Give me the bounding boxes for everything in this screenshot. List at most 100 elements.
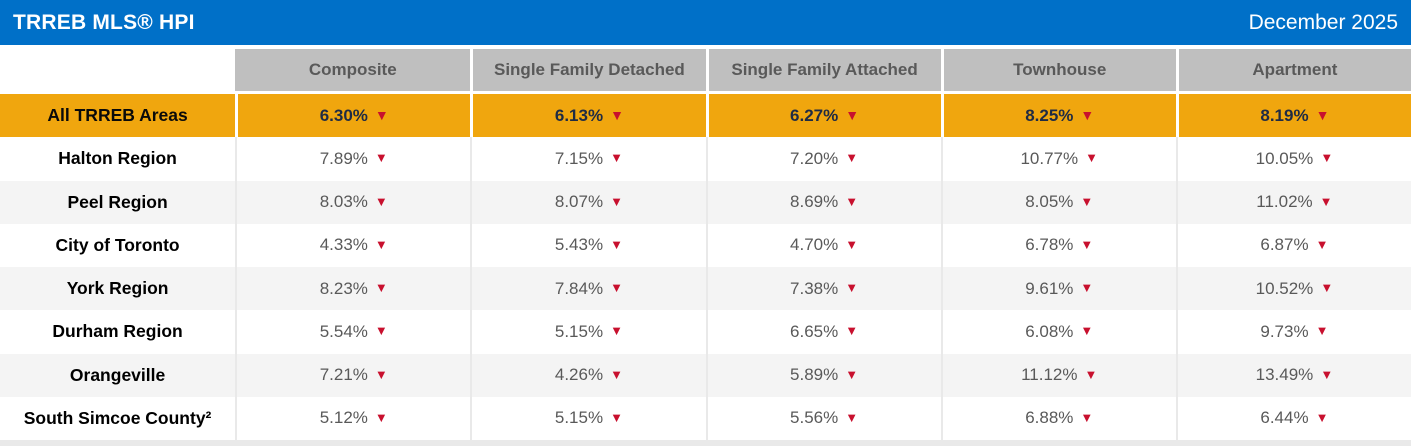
value-cell: 10.05% ▼: [1175, 137, 1411, 181]
value-cell: 6.44% ▼: [1175, 396, 1411, 440]
column-header-townhouse: Townhouse: [940, 49, 1176, 91]
value-cell: 4.70% ▼: [705, 223, 941, 267]
table-row: South Simcoe County² 5.12% ▼ 5.15% ▼ 5.56% ▼ 6.…: [0, 396, 1411, 440]
down-arrow-icon: ▼: [845, 150, 859, 166]
value-cell: 6.87% ▼: [1175, 223, 1411, 267]
down-arrow-icon: ▼: [845, 366, 859, 382]
pct-value: 5.56%: [790, 408, 839, 428]
down-arrow-icon: ▼: [374, 280, 388, 296]
down-arrow-icon: ▼: [374, 409, 388, 425]
pct-value: 5.15%: [554, 408, 604, 428]
down-arrow-icon: ▼: [845, 193, 859, 209]
region-label: Durham Region: [52, 321, 183, 342]
value-cell: 11.12% ▼: [940, 353, 1176, 397]
pct-value: 5.43%: [554, 235, 604, 255]
down-arrow-icon: ▼: [610, 106, 624, 123]
bottom-divider: [0, 440, 1411, 446]
pct-value: 8.69%: [790, 192, 839, 212]
value-cell: 6.88% ▼: [940, 396, 1176, 440]
value-cell: 8.07% ▼: [470, 180, 706, 224]
down-arrow-icon: ▼: [845, 409, 859, 425]
table-body: All TRREB Areas 6.30% ▼ 6.13% ▼ 6.27% ▼ 8.25% ▼ 8…: [0, 94, 1411, 440]
pct-value: 10.77%: [1020, 148, 1079, 168]
region-label: Halton Region: [58, 148, 177, 169]
down-arrow-icon: ▼: [845, 106, 860, 123]
pct-value: 11.02%: [1256, 192, 1313, 212]
table-row: Peel Region 8.03% ▼ 8.07% ▼ 8.69% ▼ 8.05% ▼ 11.02…: [0, 180, 1411, 224]
value-cell: 8.23% ▼: [235, 267, 471, 311]
value-cell: 10.52% ▼: [1175, 267, 1411, 311]
region-label: City of Toronto: [55, 234, 180, 255]
pct-value: 6.65%: [790, 321, 839, 341]
value-cell: 8.19% ▼: [1175, 94, 1411, 138]
column-header-single-family-detached: Single Family Detached: [470, 49, 706, 91]
down-arrow-icon: ▼: [1084, 366, 1098, 382]
pct-value: 8.07%: [554, 192, 604, 212]
down-arrow-icon: ▼: [1315, 323, 1329, 339]
down-arrow-icon: ▼: [1320, 150, 1334, 166]
value-cell: 13.49% ▼: [1175, 353, 1411, 397]
table-row: York Region 8.23% ▼ 7.84% ▼ 7.38% ▼ 9.61% ▼ 10.52…: [0, 267, 1411, 311]
down-arrow-icon: ▼: [1080, 236, 1094, 252]
report-date: December 2025: [1248, 10, 1398, 34]
value-cell: 7.20% ▼: [705, 137, 941, 181]
down-arrow-icon: ▼: [610, 150, 623, 166]
pct-value: 8.05%: [1025, 192, 1074, 212]
pct-value: 7.38%: [790, 278, 839, 298]
pct-value: 7.20%: [790, 148, 839, 168]
down-arrow-icon: ▼: [1080, 409, 1094, 425]
value-cell: 8.25% ▼: [940, 94, 1176, 138]
summary-row-all-trreb-areas: All TRREB Areas 6.30% ▼ 6.13% ▼ 6.27% ▼ 8.25% ▼ 8…: [0, 94, 1411, 138]
column-header-apartment: Apartment: [1175, 49, 1411, 91]
value-cell: 6.78% ▼: [940, 223, 1176, 267]
column-header-single-family-attached: Single Family Attached: [705, 49, 941, 91]
value-cell: 6.30% ▼: [235, 94, 471, 138]
down-arrow-icon: ▼: [610, 280, 623, 296]
pct-value: 6.78%: [1025, 235, 1074, 255]
title-bar: TRREB MLS® HPI December 2025: [0, 0, 1411, 45]
value-cell: 8.03% ▼: [235, 180, 471, 224]
pct-value: 6.08%: [1025, 321, 1074, 341]
region-label: Peel Region: [0, 180, 236, 224]
pct-value: 11.12%: [1021, 365, 1078, 385]
pct-value: 13.49%: [1255, 365, 1314, 385]
table-row: Orangeville 7.21% ▼ 4.26% ▼ 5.89% ▼ 11.12% ▼ 13.4…: [0, 353, 1411, 397]
value-cell: 7.89% ▼: [235, 137, 470, 181]
value-cell: 4.26% ▼: [470, 353, 706, 397]
pct-value: 4.70%: [790, 235, 839, 255]
down-arrow-icon: ▼: [610, 409, 623, 425]
down-arrow-icon: ▼: [374, 150, 388, 166]
value-cell: 7.21% ▼: [235, 353, 471, 397]
value-cell: 5.43% ▼: [470, 223, 705, 267]
value-cell: 7.15% ▼: [470, 137, 705, 181]
value-cell: 9.73% ▼: [1175, 310, 1411, 354]
down-arrow-icon: ▼: [610, 366, 623, 382]
value-cell: 5.54% ▼: [235, 310, 470, 354]
pct-value: 5.12%: [319, 408, 368, 428]
pct-value: 7.84%: [554, 278, 604, 298]
value-cell: 7.84% ▼: [470, 267, 706, 311]
region-label: South Simcoe County²: [23, 407, 212, 428]
value-cell: 6.13% ▼: [470, 94, 706, 138]
down-arrow-icon: ▼: [1315, 409, 1329, 425]
value-cell: 5.15% ▼: [470, 396, 705, 440]
down-arrow-icon: ▼: [845, 280, 859, 296]
down-arrow-icon: ▼: [610, 236, 623, 252]
down-arrow-icon: ▼: [610, 193, 623, 209]
pct-value: 6.88%: [1025, 408, 1074, 428]
pct-value: 9.61%: [1025, 278, 1074, 298]
pct-value: 10.05%: [1255, 148, 1314, 168]
down-arrow-icon: ▼: [845, 323, 859, 339]
value-cell: 10.77% ▼: [940, 137, 1176, 181]
page-title: TRREB MLS® HPI: [13, 10, 195, 34]
down-arrow-icon: ▼: [1320, 280, 1334, 296]
pct-value: 9.73%: [1260, 321, 1309, 341]
pct-value: 5.54%: [319, 321, 368, 341]
value-cell: 6.27% ▼: [705, 94, 941, 138]
down-arrow-icon: ▼: [1315, 106, 1330, 123]
down-arrow-icon: ▼: [374, 323, 388, 339]
value-cell: 9.61% ▼: [940, 267, 1176, 311]
down-arrow-icon: ▼: [1320, 366, 1334, 382]
value-cell: 5.12% ▼: [235, 396, 470, 440]
